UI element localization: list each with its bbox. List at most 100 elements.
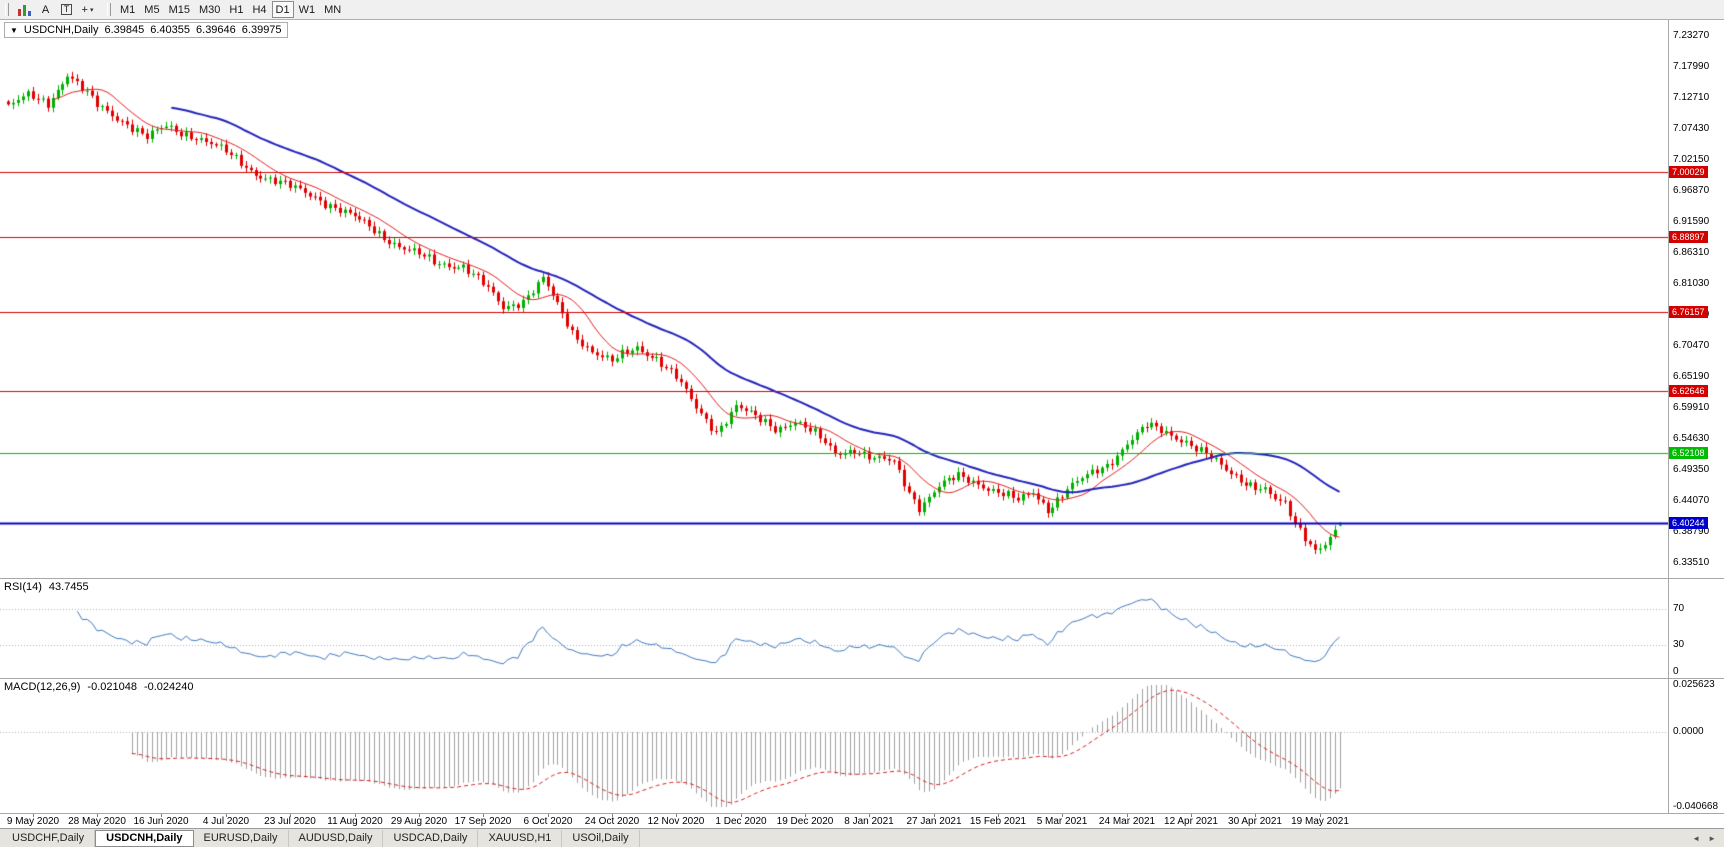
price-scale-divider[interactable] xyxy=(1668,20,1669,813)
price-line-label: 6.52108 xyxy=(1669,447,1708,460)
toolbar-grip[interactable] xyxy=(5,3,9,16)
timeframe-toolbar: M1 M5 M15 M30 H1 H4 D1 W1 MN xyxy=(116,1,345,18)
timeframe-button-m5[interactable]: M5 xyxy=(144,3,160,16)
time-tick-mark xyxy=(1062,814,1063,817)
crosshair-button[interactable]: + ▾ xyxy=(77,1,98,18)
price-line-label: 6.88897 xyxy=(1669,231,1708,244)
price-tick-label: 6.70470 xyxy=(1673,339,1710,351)
tab-scroll-left-icon[interactable]: ◄ xyxy=(1692,833,1701,843)
timeframe-button-h1[interactable]: H1 xyxy=(229,3,244,16)
macd-canvas[interactable] xyxy=(0,679,1668,813)
time-tick-mark xyxy=(1191,814,1192,817)
top-toolbar: A T + ▾ M1 M5 M15 M30 H1 H4 D1 W1 MN xyxy=(0,0,1724,20)
timeframe-button-m30[interactable]: M30 xyxy=(198,3,221,16)
chart-tab-eurusd[interactable]: EURUSD,Daily xyxy=(194,829,289,847)
ohlc-close-value: 6.39975 xyxy=(241,24,282,36)
time-tick-mark xyxy=(612,814,613,817)
macd-tick-label: -0.040668 xyxy=(1673,801,1719,812)
macd-signal-value: -0.024240 xyxy=(143,681,194,693)
text-label-button[interactable]: T xyxy=(56,1,77,18)
chart-tab-usdchf[interactable]: USDCHF,Daily xyxy=(2,829,96,847)
time-tick-mark xyxy=(1320,814,1321,817)
date-tick-label: 6 Oct 2020 xyxy=(523,816,573,827)
chart-tab-usdcnh[interactable]: USDCNH,Daily xyxy=(95,829,194,847)
price-chart-canvas[interactable] xyxy=(0,20,1668,578)
macd-tick-label: 0.0000 xyxy=(1673,726,1704,738)
timeframe-button-d1[interactable]: D1 xyxy=(271,1,294,18)
date-tick-label: 30 Apr 2021 xyxy=(1228,816,1282,827)
time-tick-mark xyxy=(1255,814,1256,817)
price-line-label: 7.00029 xyxy=(1669,165,1708,178)
time-tick-mark xyxy=(226,814,227,817)
price-tick-label: 6.49350 xyxy=(1673,463,1710,475)
time-tick-mark xyxy=(483,814,484,817)
date-tick-label: 8 Jan 2021 xyxy=(844,816,894,827)
time-tick-mark xyxy=(676,814,677,817)
timeframe-button-w1[interactable]: W1 xyxy=(298,3,316,16)
macd-main-value: -0.021048 xyxy=(87,681,137,693)
time-tick-mark xyxy=(419,814,420,817)
date-tick-label: 16 Jun 2020 xyxy=(133,816,189,827)
toolbar-grip-2[interactable] xyxy=(107,3,111,16)
chart-symbol-label: USDCNH,Daily xyxy=(23,24,99,36)
time-tick-mark xyxy=(805,814,806,817)
chart-tab-usoil[interactable]: USOil,Daily xyxy=(562,829,640,847)
timeframe-button-m15[interactable]: M15 xyxy=(168,3,190,16)
price-tick-label: 6.54630 xyxy=(1673,432,1710,444)
chart-tab-xauusd[interactable]: XAUUSD,H1 xyxy=(478,829,563,847)
date-tick-label: 23 Jul 2020 xyxy=(264,816,316,827)
time-axis[interactable]: 9 May 2020 28 May 2020 16 Jun 2020 4 Jul 20… xyxy=(0,813,1724,828)
date-tick-label: 1 Dec 2020 xyxy=(715,816,767,827)
letter-t-icon: T xyxy=(60,4,73,15)
price-tick-label: 7.07430 xyxy=(1673,122,1710,134)
price-tick-label: 6.81030 xyxy=(1673,277,1710,289)
date-tick-label: 17 Sep 2020 xyxy=(454,816,512,827)
time-tick-mark xyxy=(33,814,34,817)
date-tick-label: 9 May 2020 xyxy=(6,816,60,827)
time-tick-mark xyxy=(161,814,162,817)
macd-name: MACD(12,26,9) xyxy=(4,681,81,693)
price-tick-label: 6.96870 xyxy=(1673,184,1710,196)
time-tick-mark xyxy=(998,814,999,817)
annotation-text-button[interactable]: A xyxy=(35,1,56,18)
tab-scroll-right-icon[interactable]: ► xyxy=(1708,833,1716,843)
timeframe-button-m1[interactable]: M1 xyxy=(120,3,136,16)
date-tick-label: 5 Mar 2021 xyxy=(1036,816,1088,827)
rsi-tick-label: 70 xyxy=(1673,603,1685,614)
timeframe-button-h4[interactable]: H4 xyxy=(252,3,267,16)
rsi-name: RSI(14) xyxy=(4,581,42,593)
macd-indicator-label: MACD(12,26,9) -0.021048 -0.024240 xyxy=(4,681,194,693)
date-tick-label: 24 Mar 2021 xyxy=(1098,816,1156,827)
chart-tab-audusd[interactable]: AUDUSD,Daily xyxy=(289,829,384,847)
time-tick-mark xyxy=(290,814,291,817)
timeframe-button-mn[interactable]: MN xyxy=(324,3,342,16)
date-tick-label: 4 Jul 2020 xyxy=(202,816,250,827)
chart-tabs: USDCHF,Daily USDCNH,Daily EURUSD,Daily AUDU… xyxy=(2,829,640,847)
rsi-tick-label: 0 xyxy=(1673,666,1679,677)
date-tick-label: 29 Aug 2020 xyxy=(390,816,448,827)
dropdown-caret-icon: ▾ xyxy=(89,6,94,14)
chart-tab-usdcad[interactable]: USDCAD,Daily xyxy=(383,829,479,847)
rsi-panel: RSI(14) 43.7455 70 30 0 xyxy=(0,578,1724,678)
ohlc-low-value: 6.39646 xyxy=(196,24,236,36)
date-tick-label: 27 Jan 2021 xyxy=(906,816,962,827)
price-tick-label: 7.12710 xyxy=(1673,91,1710,103)
one-click-trading-toggle[interactable]: ▼ xyxy=(10,25,18,35)
time-tick-mark xyxy=(934,814,935,817)
time-tick-mark xyxy=(1127,814,1128,817)
rsi-indicator-label: RSI(14) 43.7455 xyxy=(4,581,89,593)
rsi-canvas[interactable] xyxy=(0,579,1668,678)
date-tick-label: 12 Nov 2020 xyxy=(647,816,705,827)
date-tick-label: 19 Dec 2020 xyxy=(776,816,834,827)
letter-a-icon: A xyxy=(41,3,50,16)
candlestick-chart-icon xyxy=(18,4,31,16)
time-tick-mark xyxy=(97,814,98,817)
rsi-tick-label: 30 xyxy=(1673,639,1685,650)
date-tick-label: 12 Apr 2021 xyxy=(1164,816,1218,827)
ohlc-high-value: 6.40355 xyxy=(150,24,191,36)
chart-type-button[interactable] xyxy=(14,1,35,18)
price-tick-label: 6.44070 xyxy=(1673,494,1710,506)
macd-panel: MACD(12,26,9) -0.021048 -0.024240 0.0256… xyxy=(0,678,1724,813)
ohlc-open-value: 6.39845 xyxy=(104,24,145,36)
crosshair-icon: + xyxy=(81,3,88,16)
